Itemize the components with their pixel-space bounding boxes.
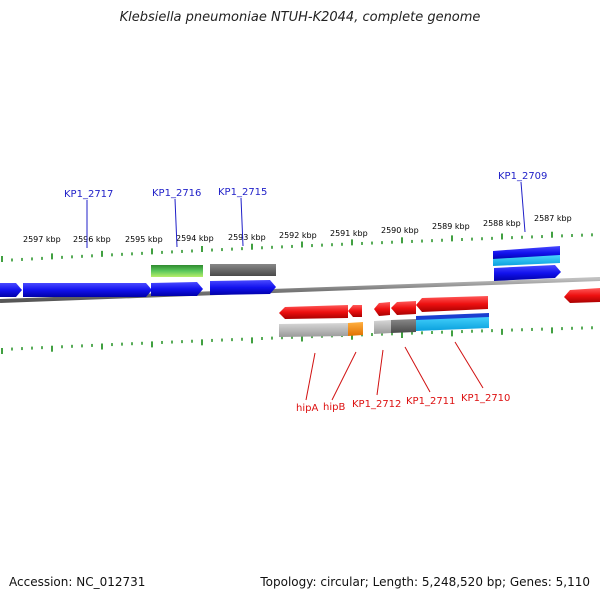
gene-arrow[interactable] <box>279 305 348 319</box>
gene-arrow[interactable] <box>210 280 276 295</box>
top-ruler <box>1 231 593 262</box>
gene-label[interactable]: KP1_2710 <box>461 393 510 404</box>
reverse-genes <box>279 288 600 337</box>
gene-label[interactable]: KP1_2715 <box>218 187 267 198</box>
ruler-label: 2587 kbp <box>534 214 572 223</box>
ruler-label: 2596 kbp <box>73 235 111 244</box>
gene-label[interactable]: KP1_2716 <box>152 188 201 199</box>
ruler-label: 2588 kbp <box>483 219 521 228</box>
feature-bar[interactable] <box>391 319 416 333</box>
feature-bar[interactable] <box>151 265 203 277</box>
gene-arrow[interactable] <box>348 305 362 317</box>
genome-stats-text: Topology: circular; Length: 5,248,520 bp… <box>260 575 590 589</box>
feature-bar[interactable] <box>279 323 348 337</box>
genome-title: Klebsiella pneumoniae NTUH-K2044, comple… <box>119 10 481 25</box>
ruler-label: 2589 kbp <box>432 222 470 231</box>
gene-arrow[interactable] <box>151 282 203 296</box>
bottom-gene-labels: hipA hipB KP1_2712 KP1_2711 KP1_2710 <box>296 393 510 414</box>
gene-arrow[interactable] <box>0 283 22 297</box>
ruler-labels: 2597 kbp 2596 kbp 2595 kbp 2594 kbp 2593… <box>23 214 572 244</box>
bottom-label-leaders <box>305 341 484 401</box>
gene-label[interactable]: hipB <box>323 402 345 413</box>
ruler-label: 2592 kbp <box>279 231 317 240</box>
feature-bar[interactable] <box>416 313 489 320</box>
ruler-label: 2597 kbp <box>23 235 61 244</box>
gene-arrow[interactable] <box>23 283 152 297</box>
gene-label[interactable]: KP1_2709 <box>498 171 547 182</box>
gene-label[interactable]: KP1_2711 <box>406 396 455 407</box>
accession-text: Accession: NC_012731 <box>9 575 146 589</box>
feature-bar[interactable] <box>493 255 560 266</box>
gene-label[interactable]: KP1_2717 <box>64 189 113 200</box>
ruler-label: 2594 kbp <box>176 234 214 243</box>
ruler-label: 2590 kbp <box>381 226 419 235</box>
ruler-label: 2595 kbp <box>125 235 163 244</box>
top-gene-labels: KP1_2717 KP1_2716 KP1_2715 KP1_2709 <box>64 171 547 200</box>
gene-label[interactable]: KP1_2712 <box>352 399 401 410</box>
feature-bar[interactable] <box>374 320 391 334</box>
gene-arrow[interactable] <box>564 288 600 303</box>
ruler-label: 2591 kbp <box>330 229 368 238</box>
top-label-leaders <box>86 181 526 248</box>
feature-bar[interactable] <box>210 264 276 276</box>
forward-genes <box>0 246 561 297</box>
gene-label[interactable]: hipA <box>296 403 318 414</box>
gene-arrow[interactable] <box>416 296 488 312</box>
gene-arrow[interactable] <box>374 302 390 316</box>
gene-arrow[interactable] <box>494 265 561 281</box>
feature-bar[interactable] <box>348 322 363 336</box>
gene-arrow[interactable] <box>391 301 416 315</box>
genome-backbone <box>0 277 600 303</box>
ruler-label: 2593 kbp <box>228 233 266 242</box>
